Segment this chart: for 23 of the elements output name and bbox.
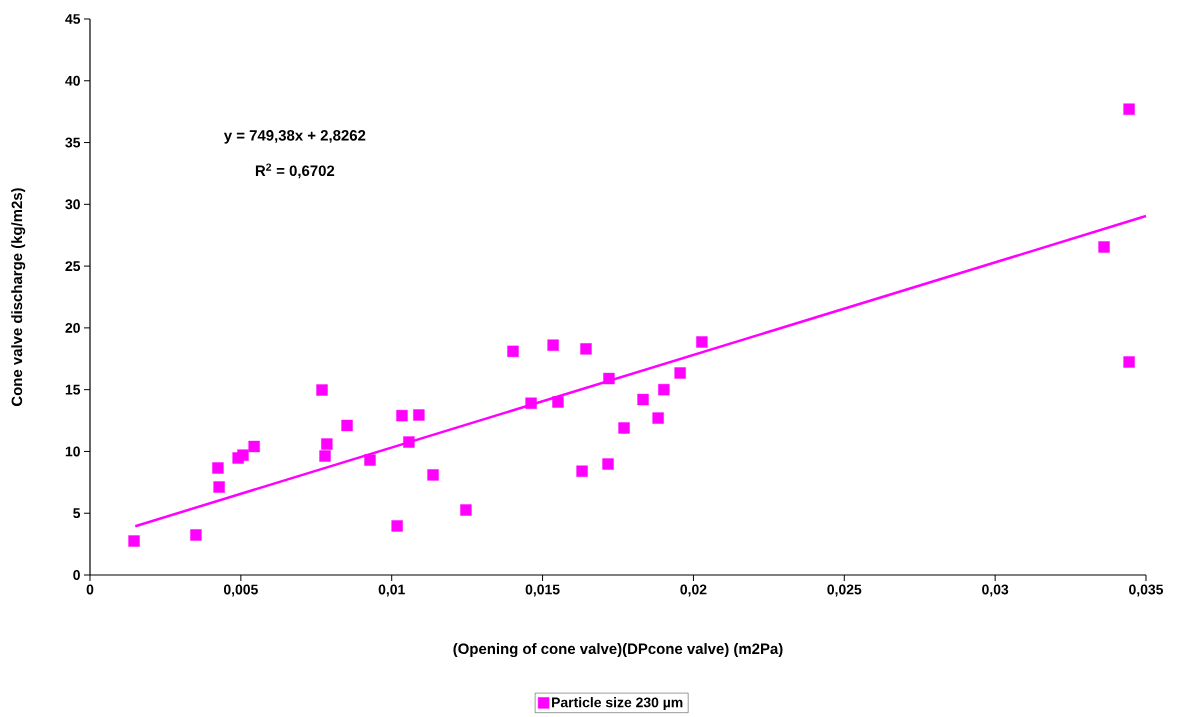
y-tick-label: 30 [65,199,80,210]
y-tick-label: 15 [65,384,81,395]
x-tick-label: 0,035 [1129,584,1164,597]
annotation: y = 749,38x + 2,8262 [223,130,366,144]
annotation: R$^{2}$ = 0,6702 [255,163,335,179]
y-tick-label: 40 [65,75,80,86]
x-axis-title: (Opening of cone valve)(DPcone valve) (m2Pa) [453,643,783,658]
x-tick-label: 0,02 [680,584,707,597]
x-tick-label: 0 [86,584,94,595]
x-tick-label: 0,03 [982,584,1009,597]
legend-label: Particle size 230 µm [552,697,683,711]
y-tick-label: 10 [65,446,80,457]
y-axis-title: Cone valve discharge (kg/m2s) [11,188,26,407]
y-tick-label: 45 [65,14,81,24]
x-tick-label: 0,005 [223,584,258,597]
y-tick-label: 35 [65,137,81,148]
x-tick-label: 0,015 [525,584,560,597]
y-tick-label: 0 [73,570,80,580]
y-tick-label: 20 [65,322,80,333]
x-tick-label: 0,025 [827,584,862,597]
y-tick-label: 25 [65,261,81,272]
y-tick-label: 5 [73,508,81,519]
x-tick-label: 0,01 [378,584,405,597]
